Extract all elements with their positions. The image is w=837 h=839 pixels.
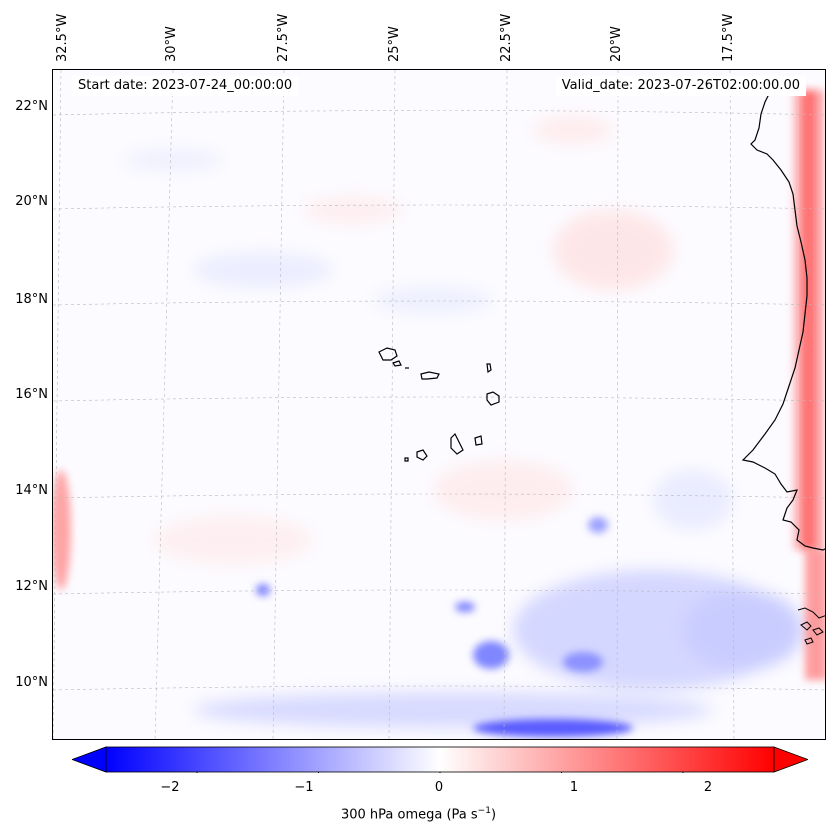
lon-label-25w: 25°W	[387, 26, 402, 62]
ascent-core	[256, 584, 270, 596]
colorbar-label-prefix: 300 hPa omega (Pa s	[340, 807, 478, 823]
sao-nicolau-island	[420, 371, 440, 380]
sal-island	[486, 363, 492, 374]
ascent-core	[563, 652, 603, 672]
colorbar-tick-minus1: −1	[294, 780, 314, 795]
omega-field-map	[53, 70, 825, 739]
colorbar-tick-1: 1	[569, 780, 579, 795]
africa-coastline	[741, 89, 825, 551]
valid-date-label: Valid_date: 2023-07-26T02:00:00.00	[555, 76, 806, 96]
strong-ascent-core	[473, 719, 633, 737]
lat-label-20n: 20°N	[15, 194, 48, 209]
ascent-patch-bottom	[193, 692, 713, 728]
lat-label-18n: 18°N	[15, 292, 48, 307]
maio-island	[474, 435, 483, 446]
weak-ascent-patch	[373, 286, 493, 314]
lon-label-30w: 30°W	[164, 26, 179, 62]
ascent-patch-southeast	[683, 590, 803, 670]
lon-label-22-5w: 22.5°W	[499, 13, 514, 62]
omega-patches	[53, 90, 825, 737]
lon-label-20w: 20°W	[609, 26, 624, 62]
colorbar-extend-min	[72, 746, 107, 773]
santo-antao-island	[378, 347, 398, 361]
weak-ascent-patch	[193, 252, 333, 288]
east-edge-subsidence	[791, 90, 825, 550]
weak-subsidence-patch	[303, 196, 403, 224]
colorbar-tick-0: 0	[434, 780, 444, 795]
cape-verde-islands	[378, 347, 500, 462]
weak-subsidence-patch	[433, 460, 573, 520]
start-date-label: Start date: 2023-07-24_00:00:00	[72, 76, 299, 96]
colorbar-extend-max	[773, 746, 808, 773]
lat-label-12n: 12°N	[15, 579, 48, 594]
lon-label-32-5w: 32.5°W	[55, 13, 70, 62]
sao-vicente-island	[392, 360, 402, 367]
weak-subsidence-patch	[533, 116, 613, 144]
bijagos-islands	[800, 621, 824, 645]
colorbar-label: 300 hPa omega (Pa s−1)	[0, 806, 837, 822]
map-panel[interactable]	[52, 69, 826, 740]
lat-label-10n: 10°N	[15, 675, 48, 690]
colorbar-tick-minus2: −2	[160, 780, 180, 795]
west-edge-subsidence	[53, 470, 71, 590]
ascent-core	[455, 602, 475, 612]
weak-subsidence-patch	[553, 210, 673, 290]
east-edge-subsidence-lower	[805, 550, 825, 680]
weak-ascent-patch	[123, 148, 223, 172]
santiago-island	[450, 432, 464, 455]
colorbar-tick-marks	[196, 772, 684, 773]
weak-subsidence-patch	[153, 515, 313, 565]
colorbar-gradient	[105, 746, 775, 773]
weak-ascent-patch	[653, 470, 733, 530]
ascent-core	[588, 517, 608, 533]
colorbar-tick-2: 2	[703, 780, 713, 795]
lat-label-14n: 14°N	[15, 483, 48, 498]
lon-label-27-5w: 27.5°W	[276, 13, 291, 62]
ascent-core	[473, 641, 509, 669]
lat-label-22n: 22°N	[15, 99, 48, 114]
colorbar-label-suffix: )	[490, 807, 497, 823]
lat-label-16n: 16°N	[15, 387, 48, 402]
lon-label-17-5w: 17.5°W	[721, 13, 736, 62]
brava-island	[404, 457, 409, 462]
colorbar-label-exponent: −1	[477, 806, 491, 816]
fogo-island	[416, 449, 428, 461]
colorbar	[72, 746, 808, 773]
guinea-bissau-coastline	[797, 607, 825, 619]
boa-vista-island	[486, 391, 500, 406]
graticule	[53, 70, 825, 739]
